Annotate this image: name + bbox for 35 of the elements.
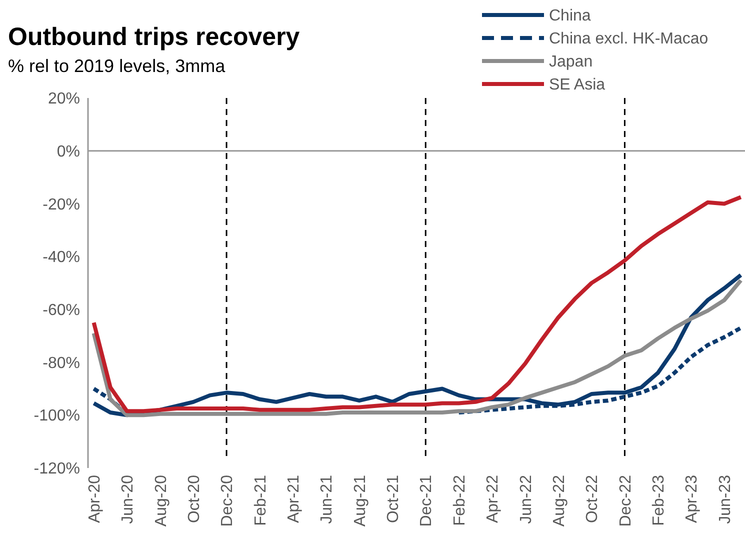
x-tick-label: Feb-22 xyxy=(451,474,468,526)
x-tick-label: Jun-21 xyxy=(318,474,336,524)
x-tick-label: Aug-20 xyxy=(152,474,170,527)
x-tick-label: Aug-22 xyxy=(550,474,568,527)
legend-label: Japan xyxy=(549,54,593,71)
x-tick-label: Jun-23 xyxy=(716,474,734,524)
legend-label: China excl. HK-Macao xyxy=(549,30,708,48)
x-tick-label: Apr-23 xyxy=(684,474,701,524)
chart-title: Outbound trips recovery xyxy=(8,23,300,51)
x-tick-label: Jun-22 xyxy=(518,474,535,524)
x-tick-label: Oct-20 xyxy=(186,474,203,524)
x-tick-label: Jun-20 xyxy=(120,474,137,524)
x-tick-label: Apr-21 xyxy=(286,474,302,524)
x-tick-label: Dec-20 xyxy=(219,474,236,527)
legend-label: China xyxy=(549,8,591,25)
line-series xyxy=(92,195,743,414)
chart-subtitle: % rel to 2019 levels, 3mma xyxy=(8,56,226,76)
y-tick-label: -100% xyxy=(34,408,80,425)
x-tick-label: Dec-21 xyxy=(418,474,436,527)
x-tick-label: Oct-21 xyxy=(385,474,402,524)
y-tick-label: 0% xyxy=(56,143,80,160)
x-tick-label: Oct-22 xyxy=(584,474,602,524)
y-tick-label: -60% xyxy=(42,302,80,320)
x-tick-label: Aug-21 xyxy=(352,474,369,527)
x-tick-label: Feb-21 xyxy=(252,474,270,526)
x-tick-label: Dec-22 xyxy=(617,474,634,527)
x-tick-label: Feb-23 xyxy=(650,474,668,526)
legend-label: SE Asia xyxy=(549,76,606,94)
y-tick-label: -20% xyxy=(42,196,80,214)
x-tick-label: Apr-20 xyxy=(86,474,104,524)
x-tick-label: Apr-22 xyxy=(484,474,502,524)
y-tick-label: -80% xyxy=(42,354,80,372)
y-tick-label: -120% xyxy=(34,460,80,478)
y-tick-label: 20% xyxy=(48,90,80,108)
y-tick-label: -40% xyxy=(42,249,80,266)
